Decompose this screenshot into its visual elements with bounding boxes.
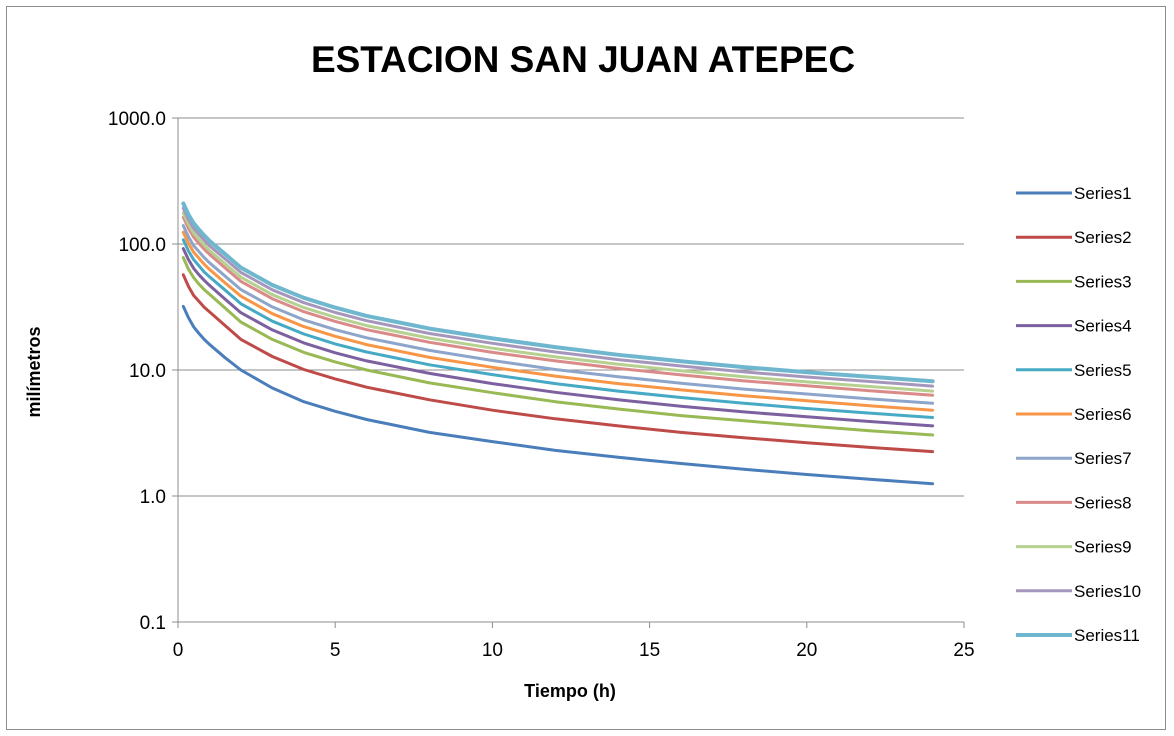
- legend-label: Series3: [1074, 272, 1132, 291]
- series-line-series10: [181, 206, 935, 388]
- x-tick-labels: 0 5 10 15 20 25: [173, 640, 975, 661]
- y-tick-label: 1000.0: [108, 109, 166, 130]
- x-axis-title: Tiempo (h): [524, 681, 616, 701]
- y-tick-labels: 0.1 1.0 10.0 100.0 1000.0: [108, 109, 166, 634]
- series-line-series2: [181, 273, 935, 454]
- y-tick-label: 10.0: [129, 361, 166, 382]
- series-line-series5: [181, 238, 935, 419]
- legend-label: Series8: [1074, 493, 1132, 512]
- legend-label: Series4: [1074, 317, 1132, 336]
- series-lines: [181, 201, 935, 486]
- x-tick-label: 25: [953, 640, 974, 661]
- series-line-series3: [181, 256, 935, 437]
- legend-label: Series11: [1074, 626, 1140, 645]
- legend-label: Series6: [1074, 405, 1132, 424]
- series-line-series7: [181, 224, 935, 405]
- series-line-series1: [181, 304, 935, 486]
- y-tick-label: 100.0: [118, 235, 166, 256]
- series-line-series9: [181, 211, 935, 393]
- series-line-series6: [181, 230, 935, 412]
- legend-label: Series10: [1074, 582, 1141, 601]
- legend-label: Series7: [1074, 449, 1132, 468]
- x-tick-label: 5: [330, 640, 341, 661]
- x-tick-label: 20: [796, 640, 817, 661]
- series-line-series8: [181, 215, 935, 397]
- legend-label: Series1: [1074, 184, 1132, 203]
- axes: [172, 117, 965, 628]
- chart-frame: [6, 6, 1166, 730]
- legend-label: Series9: [1074, 538, 1132, 557]
- series-line-series4: [181, 247, 935, 428]
- y-tick-label: 1.0: [140, 487, 166, 508]
- x-tick-label: 15: [639, 640, 660, 661]
- legend-label: Series5: [1074, 361, 1132, 380]
- y-axis-title: milímetros: [24, 326, 44, 417]
- series-line-series11: [181, 201, 935, 384]
- y-tick-label: 0.1: [140, 613, 166, 634]
- chart-title: ESTACION SAN JUAN ATEPEC: [311, 39, 855, 80]
- x-tick-label: 0: [173, 640, 184, 661]
- legend: Series1 Series2 Series3 Series4 Series5 Serie…: [1016, 184, 1141, 645]
- legend-label: Series2: [1074, 228, 1132, 247]
- x-tick-label: 10: [482, 640, 503, 661]
